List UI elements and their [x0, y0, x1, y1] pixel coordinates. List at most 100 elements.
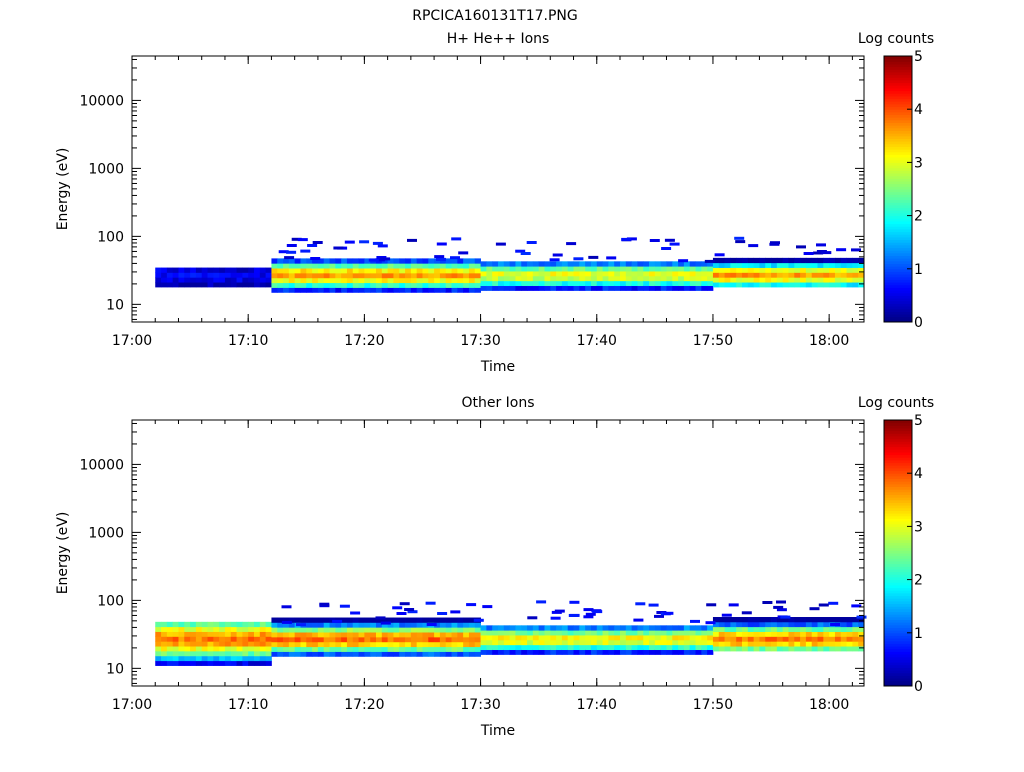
- spectrogram-cell: [840, 641, 847, 647]
- spectrogram-cell: [195, 621, 203, 628]
- spectrogram-cell: [811, 646, 818, 652]
- spectrogram-cell: [230, 646, 237, 652]
- spectrogram-cell: [840, 277, 847, 283]
- colorbar-swatch: [884, 537, 912, 541]
- spectrogram-cell: [596, 266, 603, 272]
- spectrogram-cell: [190, 650, 197, 657]
- colorbar-swatch: [884, 149, 912, 153]
- colorbar-swatch: [884, 502, 912, 506]
- spectrogram-cell: [811, 641, 818, 647]
- sparse-count-cell: [762, 601, 773, 604]
- spectrogram-cell: [213, 636, 220, 642]
- spectrogram-cell: [317, 282, 325, 288]
- y-tick-label: 100: [97, 229, 124, 245]
- spectrogram-cell: [590, 285, 598, 291]
- spectrogram-cell: [352, 268, 359, 274]
- spectrogram-cell: [561, 266, 569, 272]
- spectrogram-cell: [620, 649, 627, 655]
- sparse-count-cell: [482, 605, 493, 609]
- spectrogram-cell: [155, 636, 162, 642]
- spectrogram-cell: [492, 639, 499, 646]
- spectrogram-cell: [817, 636, 824, 642]
- spectrogram-cell: [399, 272, 406, 279]
- spectrogram-cell: [742, 631, 749, 637]
- spectrogram-cell: [283, 263, 290, 269]
- colorbar-swatch: [884, 236, 912, 241]
- spectrogram-cell: [468, 636, 476, 643]
- spectrogram-cell: [759, 636, 766, 642]
- colorbar-swatch: [884, 491, 912, 495]
- spectrogram-cell: [271, 263, 278, 269]
- spectrogram-cell: [300, 272, 307, 279]
- spectrogram-cell: [829, 267, 836, 273]
- spectrogram-cell: [544, 261, 551, 267]
- spectrogram-cell: [643, 271, 650, 277]
- spectrogram-cell: [585, 271, 592, 277]
- spectrogram-cell: [434, 258, 441, 264]
- spectrogram-cell: [230, 272, 237, 278]
- spectrogram-cell: [736, 257, 743, 264]
- sparse-count-cell: [728, 603, 739, 607]
- spectrogram-cell: [503, 630, 511, 636]
- spectrogram-cell: [294, 268, 301, 274]
- spectrogram-cell: [393, 617, 400, 623]
- spectrogram-cell: [811, 621, 818, 628]
- colorbar-swatch: [884, 292, 912, 296]
- spectrogram-cell: [335, 636, 342, 643]
- sparse-count-cell: [748, 244, 759, 248]
- spectrogram-cell: [370, 651, 377, 657]
- spectrogram-cell: [678, 630, 685, 636]
- colorbar-swatch: [884, 207, 912, 211]
- spectrogram-cell: [242, 660, 249, 666]
- sparse-count-cell: [526, 241, 537, 244]
- spectrogram-cell: [829, 631, 836, 637]
- spectrogram-cell: [561, 261, 569, 267]
- spectrogram-cell: [683, 649, 691, 655]
- spectrogram-cell: [515, 261, 522, 267]
- spectrogram-cell: [265, 660, 272, 666]
- spectrogram-cell: [219, 660, 226, 666]
- spectrogram-cell: [410, 646, 418, 652]
- spectrogram-cell: [288, 277, 296, 284]
- spectrogram-cell: [637, 266, 644, 272]
- spectrogram-cell: [631, 635, 638, 641]
- spectrogram-cell: [480, 644, 487, 651]
- spectrogram-cell: [712, 646, 720, 652]
- spectrogram-cell: [776, 631, 784, 637]
- colorbar-swatch: [884, 662, 912, 666]
- spectrogram-cell: [283, 627, 290, 633]
- colorbar-swatch: [884, 614, 912, 618]
- spectrogram-cell: [776, 267, 784, 273]
- spectrogram-cell: [689, 639, 696, 646]
- spectrogram-cell: [712, 272, 720, 278]
- spectrogram-cell: [660, 649, 667, 655]
- spectrogram-cell: [439, 263, 447, 269]
- spectrogram-cell: [550, 635, 557, 641]
- colorbar-swatch: [884, 590, 912, 594]
- spectrogram-cell: [712, 277, 720, 283]
- spectrogram-cell: [410, 636, 418, 643]
- spectrogram-cell: [660, 625, 667, 631]
- spectrogram-cell: [254, 277, 261, 283]
- spectrogram-cell: [422, 646, 429, 652]
- spectrogram-cell: [376, 646, 383, 652]
- colorbar-swatch: [884, 306, 912, 310]
- spectrogram-cell: [608, 275, 615, 282]
- spectrogram-cell: [370, 627, 377, 633]
- spectrogram-cell: [294, 632, 301, 638]
- spectrogram-cell: [457, 617, 464, 623]
- spectrogram-cell: [765, 617, 772, 623]
- spectrogram-cell: [776, 277, 784, 283]
- spectrogram-cell: [376, 263, 383, 269]
- spectrogram-cell: [376, 632, 383, 638]
- spectrogram-cell: [364, 268, 371, 274]
- colorbar-swatch: [884, 170, 912, 174]
- spectrogram-cell: [468, 622, 476, 628]
- colorbar-swatch: [884, 260, 912, 264]
- spectrogram-cell: [521, 635, 528, 641]
- spectrogram-cell: [625, 625, 633, 631]
- spectrogram-cell: [341, 263, 348, 269]
- spectrogram-cell: [172, 650, 179, 657]
- spectrogram-cell: [794, 626, 801, 632]
- spectrogram-cell: [858, 262, 865, 268]
